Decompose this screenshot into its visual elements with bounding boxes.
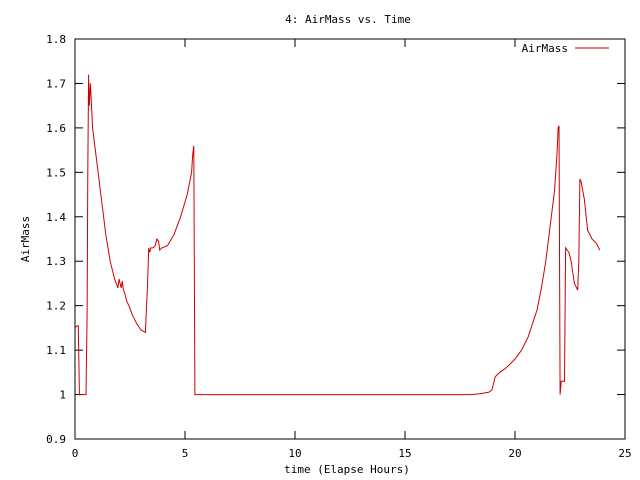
y-axis-label: AirMass xyxy=(19,216,32,262)
y-tick-label: 1.5 xyxy=(46,166,66,179)
x-tick-label: 0 xyxy=(72,447,79,460)
y-axis-ticks: 0.9 1 1.1 1.2 1.3 1.4 1.5 1.6 1.7 1.8 xyxy=(46,33,625,446)
y-tick-label: 1.3 xyxy=(46,255,66,268)
x-tick-label: 25 xyxy=(618,447,631,460)
series-line-airmass xyxy=(74,74,601,396)
y-tick-label: 1 xyxy=(59,389,66,402)
plot-frame xyxy=(74,38,626,440)
y-tick-label: 1.4 xyxy=(46,211,66,224)
y-tick-label: 1.8 xyxy=(46,33,66,46)
y-tick-label: 1.7 xyxy=(46,77,66,90)
y-tick-label: 1.6 xyxy=(46,122,66,135)
x-tick-label: 5 xyxy=(182,447,189,460)
x-tick-label: 20 xyxy=(508,447,521,460)
y-tick-label: 1.2 xyxy=(46,300,66,313)
x-tick-label: 10 xyxy=(288,447,301,460)
x-axis-ticks: 0 5 10 15 20 25 xyxy=(72,39,632,460)
y-tick-label: 1.1 xyxy=(46,344,66,357)
x-tick-label: 15 xyxy=(398,447,411,460)
legend: AirMass xyxy=(522,42,609,55)
x-axis-label: time (Elapse Hours) xyxy=(284,463,410,476)
y-tick-label: 0.9 xyxy=(46,433,66,446)
legend-label-airmass: AirMass xyxy=(522,42,568,55)
chart-title: 4: AirMass vs. Time xyxy=(285,13,411,26)
